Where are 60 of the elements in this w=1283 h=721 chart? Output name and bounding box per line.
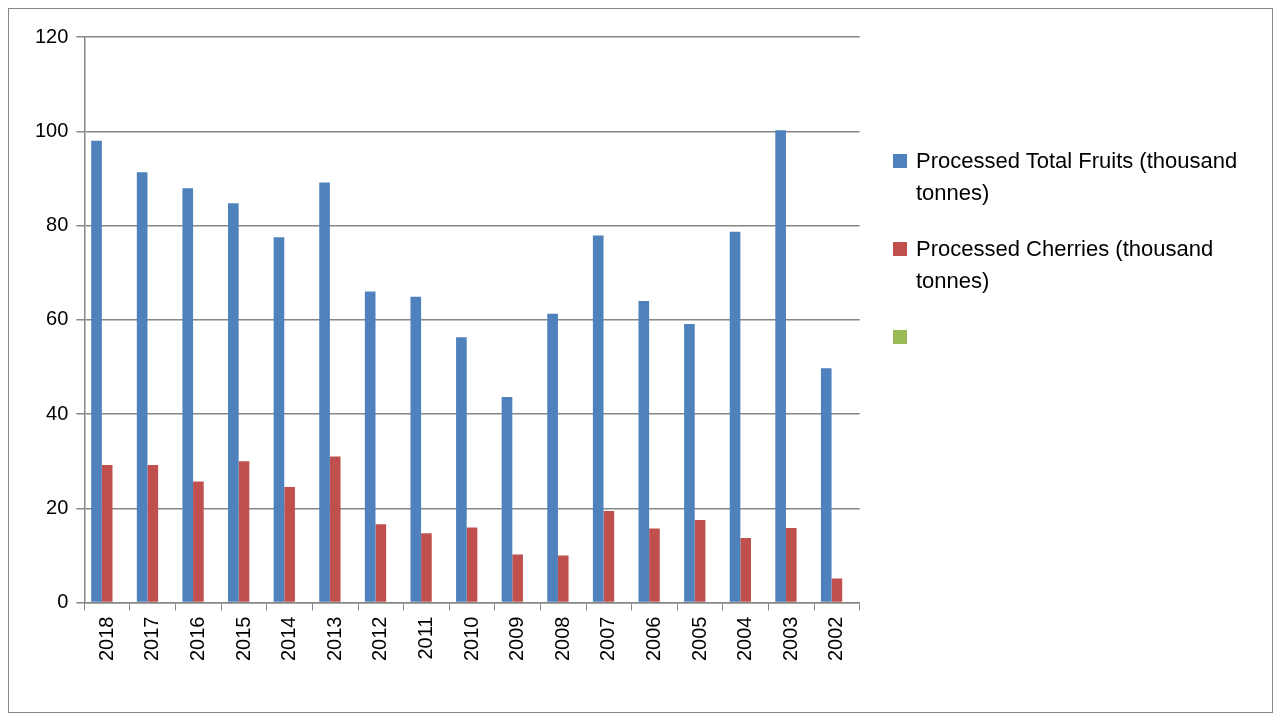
bar bbox=[512, 554, 523, 602]
bar bbox=[547, 313, 558, 602]
bar bbox=[147, 464, 159, 602]
bar bbox=[684, 324, 695, 602]
bar bbox=[284, 487, 295, 602]
bar bbox=[193, 481, 204, 602]
bar bbox=[364, 291, 376, 602]
bar bbox=[410, 296, 422, 602]
bar bbox=[182, 188, 194, 602]
bar bbox=[136, 172, 148, 602]
bar bbox=[329, 456, 341, 602]
bar bbox=[557, 555, 569, 602]
bar bbox=[603, 511, 615, 602]
x-tick-label: 2018 bbox=[94, 616, 117, 662]
x-tick-label: 2002 bbox=[824, 616, 847, 662]
y-tick-label: 60 bbox=[46, 307, 69, 330]
bar bbox=[740, 537, 751, 602]
bar bbox=[238, 461, 250, 602]
bar bbox=[694, 520, 706, 602]
bar bbox=[785, 528, 797, 602]
x-tick-label: 2006 bbox=[641, 616, 664, 662]
x-tick-label: 2013 bbox=[322, 616, 345, 662]
legend-label: Processed Cherries (thousand tonnes) bbox=[916, 235, 1215, 295]
bar bbox=[375, 524, 387, 602]
bar bbox=[421, 533, 432, 602]
x-tick-label: 2017 bbox=[140, 616, 163, 662]
x-tick-label: 2014 bbox=[277, 616, 300, 662]
bar bbox=[729, 231, 741, 602]
x-tick-label: 2012 bbox=[368, 616, 391, 662]
y-tick-label: 20 bbox=[46, 495, 69, 518]
y-tick-label: 120 bbox=[34, 24, 69, 47]
y-tick-label: 100 bbox=[34, 118, 69, 141]
x-tick-label: 2009 bbox=[505, 616, 528, 662]
x-tick-label: 2008 bbox=[550, 616, 573, 662]
bar bbox=[820, 368, 832, 602]
x-tick-label: 2011 bbox=[413, 616, 436, 660]
bar bbox=[638, 300, 650, 602]
x-tick-label: 2015 bbox=[231, 616, 254, 662]
bar bbox=[501, 397, 513, 602]
x-tick-label: 2010 bbox=[459, 616, 482, 662]
y-tick-label: 80 bbox=[46, 213, 69, 236]
bar bbox=[101, 464, 113, 602]
bar bbox=[273, 237, 285, 602]
x-tick-label: 2016 bbox=[185, 616, 208, 662]
x-tick-label: 2003 bbox=[778, 616, 801, 662]
bar bbox=[592, 235, 604, 602]
x-tick-label: 2007 bbox=[596, 616, 619, 662]
bar bbox=[775, 130, 786, 602]
x-tick-label: 2004 bbox=[733, 616, 756, 662]
bar bbox=[319, 182, 330, 602]
bar bbox=[466, 527, 478, 602]
x-tick-label: 2005 bbox=[687, 616, 710, 662]
bar bbox=[831, 578, 843, 602]
y-tick-label: 0 bbox=[57, 590, 69, 613]
bar bbox=[456, 337, 467, 602]
bar bbox=[228, 203, 239, 602]
y-tick-label: 40 bbox=[46, 401, 69, 424]
bar bbox=[649, 528, 660, 602]
legend-label: Processed Total Fruits (thousand tonnes) bbox=[916, 147, 1239, 207]
bar bbox=[91, 140, 102, 602]
